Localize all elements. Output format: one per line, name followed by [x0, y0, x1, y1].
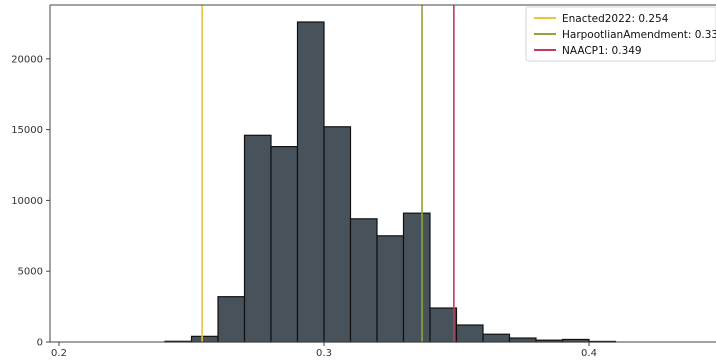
histogram-bar — [508, 337, 537, 343]
histogram-bar — [190, 335, 219, 343]
histogram-bar — [402, 212, 431, 343]
legend: Enacted2022: 0.254 HarpootlianAmendment:… — [525, 6, 716, 62]
x-tick-label: 0.2 — [51, 348, 67, 359]
y-tick-label: 10000 — [11, 196, 43, 207]
histogram-bar — [349, 218, 378, 343]
legend-entry-naacp1: NAACP1: 0.349 — [534, 45, 642, 57]
histogram-bar — [455, 324, 484, 343]
axes — [49, 4, 716, 343]
x-tick-label: 0.3 — [316, 348, 332, 359]
legend-box — [525, 6, 716, 62]
x-tick-label: 0.4 — [581, 348, 597, 359]
y-tick-label: 0 — [37, 338, 43, 349]
histogram-bar — [296, 21, 325, 343]
y-ticks: 0 5000 10000 15000 20000 — [11, 54, 50, 349]
histogram-bar — [217, 296, 246, 343]
histogram-bars — [164, 21, 617, 343]
histogram-bar — [429, 307, 458, 343]
histogram-bar — [243, 134, 272, 343]
legend-entry-harpootlian: HarpootlianAmendment: 0.337 — [534, 29, 716, 41]
legend-label-harpootlian: HarpootlianAmendment: 0.337 — [562, 29, 716, 41]
legend-label-enacted2022: Enacted2022: 0.254 — [562, 13, 669, 25]
x-ticks: 0.2 0.3 0.4 — [51, 342, 597, 359]
histogram-bar — [376, 235, 405, 343]
legend-label-naacp1: NAACP1: 0.349 — [562, 45, 642, 57]
histogram-bar — [482, 333, 511, 343]
legend-entry-enacted2022: Enacted2022: 0.254 — [534, 13, 669, 25]
y-tick-label: 20000 — [11, 54, 43, 65]
histogram-bar — [323, 126, 352, 343]
histogram-bar — [270, 146, 299, 343]
y-tick-label: 15000 — [11, 125, 43, 136]
y-tick-label: 5000 — [18, 267, 43, 278]
reference-lines — [201, 5, 455, 342]
